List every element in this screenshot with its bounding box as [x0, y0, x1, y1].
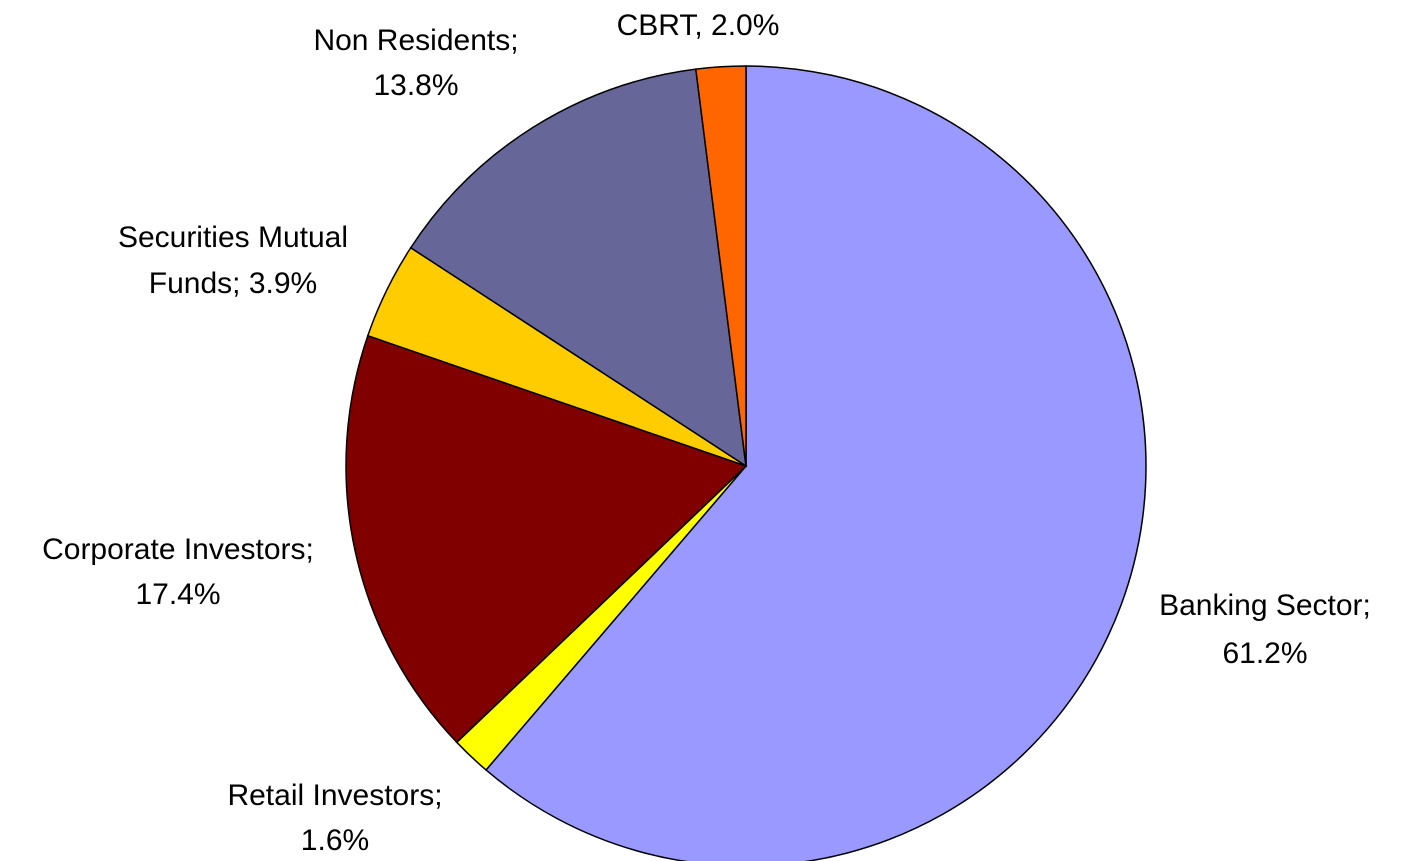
data-label: Non Residents; — [313, 24, 518, 57]
pie-slice — [345, 334, 748, 744]
pie-slice — [409, 68, 747, 468]
pie-slice — [694, 65, 747, 467]
data-label: 1.6% — [301, 824, 369, 857]
data-label: Funds; 3.9% — [149, 267, 317, 300]
data-label: CBRT, 2.0% — [617, 9, 780, 42]
data-label: 13.8% — [373, 69, 458, 102]
data-label: Retail Investors; — [227, 779, 442, 812]
data-label: Banking Sector; — [1159, 589, 1371, 622]
data-label: 17.4% — [135, 578, 220, 611]
data-label: Securities Mutual — [118, 221, 348, 254]
data-label: 61.2% — [1222, 637, 1307, 670]
data-label: Corporate Investors; — [42, 533, 314, 566]
pie-slice — [484, 65, 1147, 861]
